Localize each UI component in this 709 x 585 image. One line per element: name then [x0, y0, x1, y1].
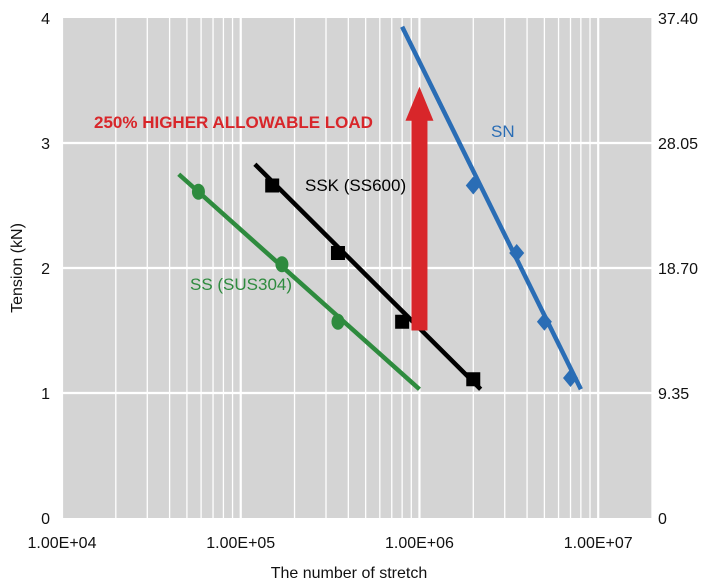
y-tick-label: 2	[41, 261, 50, 278]
data-point-square	[395, 314, 410, 329]
x-tick-label: 1.00E+05	[206, 535, 275, 552]
series-line-1	[253, 162, 483, 391]
data-point-circle	[191, 183, 205, 200]
series-label-ss: SS (SUS304)	[190, 275, 292, 294]
y2-tick-label: 0	[658, 511, 667, 528]
annotation-arrow	[405, 86, 434, 331]
annotation-text: 250% HIGHER ALLOWABLE LOAD	[94, 113, 373, 132]
x-tick-label: 1.00E+07	[564, 535, 633, 552]
series-lines	[177, 25, 583, 391]
y-axis-right: 0 9.35 18.70 28.05 37.40	[658, 11, 698, 528]
gridlines	[60, 18, 653, 518]
data-point-circle	[331, 313, 345, 330]
data-point-diamond	[509, 244, 525, 262]
y-tick-label: 1	[41, 386, 50, 403]
data-point-square	[265, 178, 280, 193]
y2-tick-label: 18.70	[658, 261, 698, 278]
x-tick-label: 1.00E+06	[385, 535, 454, 552]
data-point-circle	[275, 256, 289, 273]
y-axis-left: 0 1 2 3 4	[41, 11, 50, 528]
y-tick-label: 3	[41, 136, 50, 153]
annotation	[405, 86, 434, 331]
x-axis-title: The number of stretch	[271, 565, 428, 582]
data-point-square	[466, 372, 481, 387]
series-label-ssk: SSK (SS600)	[305, 176, 406, 195]
series-line-0	[177, 172, 421, 391]
y-tick-label: 4	[41, 11, 50, 28]
series-label-sn: SN	[491, 122, 515, 141]
y-tick-label: 0	[41, 511, 50, 528]
series-line-2	[400, 25, 583, 391]
series-markers	[191, 176, 579, 387]
y-axis-title: Tension (kN)	[9, 223, 26, 313]
x-tick-label: 1.00E+04	[28, 535, 97, 552]
y2-tick-label: 28.05	[658, 136, 698, 153]
x-axis: 1.00E+04 1.00E+05 1.00E+06 1.00E+07	[28, 535, 633, 552]
data-point-square	[330, 246, 345, 260]
y2-tick-label: 37.40	[658, 11, 698, 28]
y2-tick-label: 9.35	[658, 386, 689, 403]
data-point-diamond	[563, 369, 579, 387]
data-point-diamond	[536, 312, 552, 331]
data-point-diamond	[465, 176, 481, 195]
